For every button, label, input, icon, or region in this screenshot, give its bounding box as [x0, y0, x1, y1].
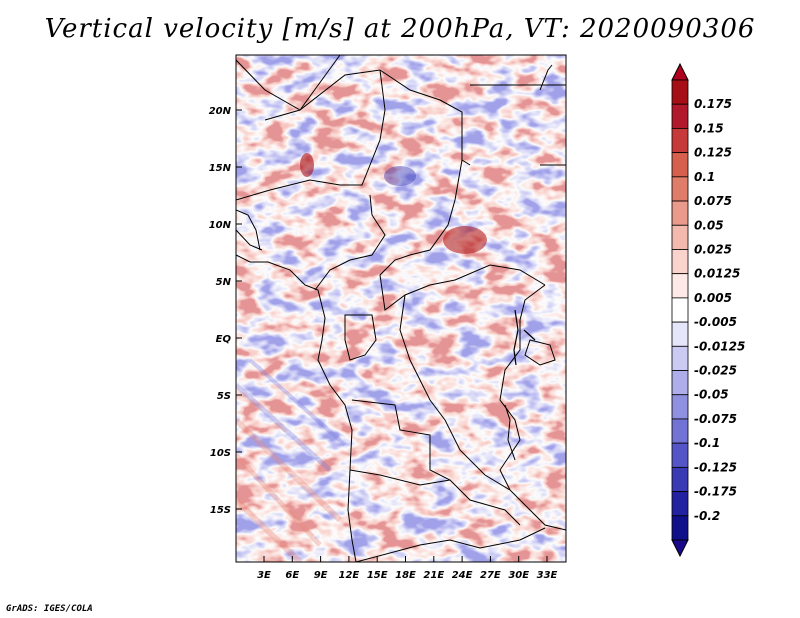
strong-ascent-feature	[300, 153, 314, 177]
colorbar-label: 0.075	[694, 194, 732, 208]
lat-tick-label: 15S	[210, 505, 231, 516]
lat-tick-label: 20N	[209, 106, 232, 117]
colorbar-segment	[671, 224, 689, 250]
colorbar-segment	[671, 370, 689, 396]
colorbar-label: 0.1	[694, 170, 715, 184]
plot-title: Vertical velocity [m/s] at 200hPa, VT: 2…	[44, 14, 756, 44]
lon-tick-label: 27E	[480, 570, 501, 581]
colorbar-label: -0.075	[694, 412, 737, 426]
colorbar-segment	[671, 128, 689, 154]
colorbar-min-triangle	[671, 539, 689, 558]
vertical-velocity-field	[236, 55, 566, 562]
colorbar-label: 0.125	[694, 146, 732, 160]
borders	[236, 55, 566, 562]
lon-tick-label: 30E	[508, 570, 529, 581]
colorbar-segment	[671, 273, 689, 299]
colorbar-label: 0.175	[694, 97, 732, 111]
lon-tick-label: 24E	[452, 570, 473, 581]
longitude-axis: 3E 6E 9E 12E 15E 18E 21E 24E 27E 30E 33E	[257, 556, 558, 581]
lat-tick-label: EQ	[216, 334, 232, 345]
colorbar-label: -0.2	[694, 509, 720, 523]
ocean-streaks	[236, 358, 347, 562]
colorbar-label: -0.025	[694, 364, 737, 378]
colorbar-segment	[671, 466, 689, 492]
colorbar-segment	[671, 321, 689, 347]
colorbar-label: 0.005	[694, 291, 732, 305]
lon-tick-label: 15E	[367, 570, 388, 581]
colorbar-label: 0.05	[694, 218, 724, 232]
map-frame	[235, 54, 567, 563]
colorbar-segment	[671, 442, 689, 468]
lon-tick-label: 12E	[339, 570, 360, 581]
lat-tick-label: 5N	[216, 277, 232, 288]
colorbar-segment	[671, 515, 689, 541]
lon-tick-label: 6E	[285, 570, 299, 581]
lon-tick-label: 3E	[257, 570, 271, 581]
lon-tick-label: 21E	[423, 570, 444, 581]
map-panel	[236, 55, 566, 562]
colorbar-label: 0.15	[694, 121, 724, 135]
latitude-axis: 20N 15N 10N 5N EQ 5S 10S 15S	[209, 106, 242, 516]
colorbar-label: -0.0125	[694, 339, 745, 353]
lon-tick-label: 18E	[395, 570, 416, 581]
colorbar-label: -0.1	[694, 436, 720, 450]
colorbar-segment	[671, 176, 689, 202]
lon-tick-label: 33E	[537, 570, 558, 581]
colorbar-segment	[671, 418, 689, 444]
colorbar-segment	[671, 394, 689, 420]
colorbar-label: -0.05	[694, 388, 729, 402]
colorbar-label: -0.125	[694, 460, 737, 474]
colorbar-label: 0.025	[694, 243, 732, 257]
colorbar-label: -0.175	[694, 485, 737, 499]
lat-tick-label: 10N	[209, 220, 232, 231]
credit-label: GrADS: IGES/COLA	[6, 604, 93, 614]
colorbar-label: -0.005	[694, 315, 737, 329]
lon-tick-label: 9E	[314, 570, 328, 581]
colorbar: 0.175 0.15 0.125 0.1 0.075 0.05 0.025 0.0125 0.0…	[671, 62, 745, 558]
colorbar-segment	[671, 152, 689, 178]
lakes	[513, 309, 536, 366]
lat-tick-label: 15N	[209, 163, 232, 174]
colorbar-segment	[671, 345, 689, 371]
colorbar-segment	[671, 297, 689, 323]
strong-ascent-feature	[443, 226, 487, 254]
colorbar-segment	[671, 200, 689, 226]
colorbar-max-triangle	[671, 62, 689, 81]
colorbar-segment	[671, 79, 689, 105]
colorbar-segment	[671, 249, 689, 275]
strong-descent-feature	[384, 166, 416, 186]
lat-tick-label: 5S	[217, 391, 231, 402]
lat-tick-label: 10S	[210, 448, 231, 459]
colorbar-label: 0.0125	[694, 267, 740, 281]
colorbar-segment	[671, 491, 689, 517]
colorbar-segment	[671, 103, 689, 129]
